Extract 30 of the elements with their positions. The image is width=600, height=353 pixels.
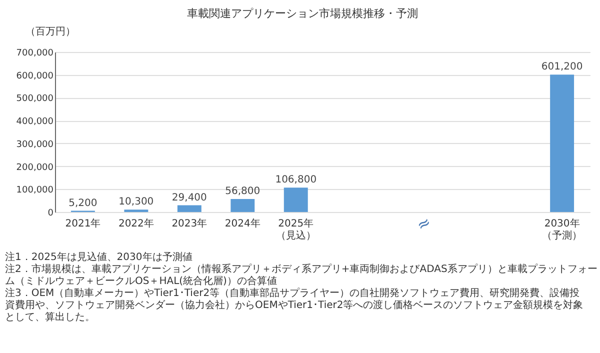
bar	[550, 74, 574, 212]
x-tick-label: 2030年（予測）	[542, 218, 582, 242]
y-tick-label: 500,000	[16, 94, 54, 104]
data-label: 29,400	[172, 192, 207, 204]
y-tick-label: 600,000	[16, 71, 54, 82]
bar	[177, 205, 202, 212]
bar	[230, 199, 255, 212]
x-tick-label: 2021年	[65, 218, 101, 230]
data-label: 5,200	[68, 198, 98, 209]
text: 注1．2025年は見込値、2030年は予測値	[5, 251, 192, 263]
text: 注3．OEM（自動車メーカー）やTier1･Tier2等（自動車部品サプライヤー）の自社開発ソフトウェア費用、研究開発費、設備投資費用や、ソフトウェア開発ベンダー（協力会社）からOEMやTier1･Tier2等への渡し価格ベースのソフトウェア金額規模を対象として、算出した。	[5, 287, 584, 323]
bar	[284, 188, 308, 212]
data-label: 10,300	[118, 196, 154, 208]
x-tick-label: 2022年	[118, 218, 154, 230]
y-axis-title: （百万円）	[26, 26, 76, 38]
y-tick-label: 100,000	[16, 186, 54, 196]
x-tick-label: 2025年（見込）	[276, 218, 316, 242]
x-tick-label: 2023年	[172, 218, 208, 230]
annotation: ≈	[413, 212, 434, 236]
chart-title: 車載関連アプリケーション市場規模推移・予測	[187, 7, 418, 20]
data-label: 56,800	[225, 186, 260, 198]
text: 注2．市場規模は、車載アプリケーション（情報系アプリ＋ボディ系アプリ+車両制御およびADAS系アプリ）と車載プラットフォーム（ミドルウェア＋ビークルOS＋HAL(統合化層)）の合算値	[5, 263, 598, 287]
y-tick-label: 200,000	[16, 162, 54, 173]
y-tick-label: 0	[48, 208, 54, 218]
y-tick-label: 300,000	[16, 140, 54, 150]
y-tick-label: 700,000	[16, 48, 54, 58]
x-tick-label: 2024年	[224, 218, 260, 230]
data-label: 106,800	[275, 174, 317, 186]
y-tick-label: 400,000	[16, 117, 54, 128]
data-label: 601,200	[541, 62, 583, 73]
